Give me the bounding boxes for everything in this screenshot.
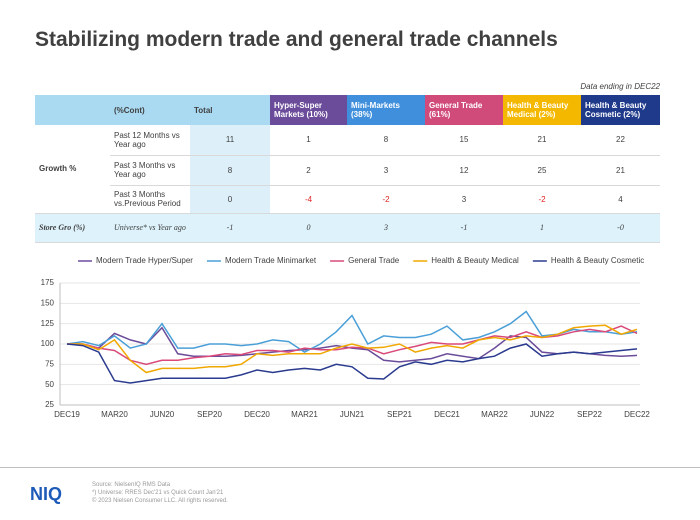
y-tick-label: 100 bbox=[41, 339, 55, 348]
header-cell: Hyper-Super Markets (10%) bbox=[270, 95, 347, 125]
cell: 12 bbox=[425, 155, 503, 186]
x-tick-label: SEP21 bbox=[387, 410, 412, 419]
cell: 0 bbox=[270, 213, 347, 243]
table-row: Past 3 Months vs.Previous Period 0 -4 -2 3 -2… bbox=[35, 185, 660, 214]
group-label: Growth % bbox=[35, 125, 110, 214]
summary-table: (%Cont) Total Hyper-Super Markets (10%) … bbox=[35, 95, 660, 243]
header-cell bbox=[35, 95, 110, 125]
y-tick-label: 125 bbox=[41, 319, 55, 328]
cell: 8 bbox=[347, 125, 425, 156]
note: Data ending in DEC22 bbox=[580, 82, 660, 91]
series-line bbox=[66, 310, 638, 353]
x-tick-label: SEP20 bbox=[197, 410, 222, 419]
store-row: Store Gro (%) Universe* vs Year ago -1 0 3 -1… bbox=[35, 213, 660, 243]
legend-label: Health & Beauty Cosmetic bbox=[551, 256, 644, 265]
header-cell: Total bbox=[190, 95, 270, 125]
legend-label: Health & Beauty Medical bbox=[431, 256, 519, 265]
x-tick-label: MAR21 bbox=[291, 410, 318, 419]
x-tick-label: DEC20 bbox=[244, 410, 270, 419]
table-body: Growth % Past 12 Months vs Year ago 11 1 8 15… bbox=[35, 125, 660, 243]
header-cell: Mini-Markets (38%) bbox=[347, 95, 425, 125]
source-line: © 2023 Nielsen Consumer LLC. All rights … bbox=[92, 498, 228, 504]
series-line bbox=[67, 325, 638, 366]
cell: 11 bbox=[190, 125, 270, 156]
legend-label: Modern Trade Hyper/Super bbox=[96, 256, 193, 265]
series-line bbox=[67, 326, 638, 363]
cell: -0 bbox=[581, 213, 660, 243]
cell: 3 bbox=[425, 185, 503, 214]
cell: 2 bbox=[270, 155, 347, 186]
source-line: *) Universe: RRES Dec'21 vs Quick Count … bbox=[92, 490, 224, 496]
header-cell: Health & Beauty Medical (2%) bbox=[503, 95, 581, 125]
series-line bbox=[67, 324, 638, 374]
header-cell: General Trade (61%) bbox=[425, 95, 503, 125]
x-tick-label: JUN21 bbox=[340, 410, 365, 419]
cell: 25 bbox=[503, 155, 581, 186]
x-tick-label: MAR20 bbox=[101, 410, 128, 419]
cell: 15 bbox=[425, 125, 503, 156]
cell: -1 bbox=[190, 213, 270, 243]
y-tick-label: 150 bbox=[41, 298, 55, 307]
row-label: Store Gro (%) bbox=[35, 213, 110, 243]
y-tick-label: 75 bbox=[45, 359, 54, 368]
cell: 1 bbox=[503, 213, 581, 243]
x-tick-label: DEC22 bbox=[624, 410, 650, 419]
cell: -4 bbox=[270, 185, 347, 214]
header-cell: Health & Beauty Cosmetic (2%) bbox=[581, 95, 660, 125]
x-tick-label: DEC21 bbox=[434, 410, 460, 419]
source-line: Source: NielsenIQ RMS Data bbox=[92, 482, 171, 488]
cell: -2 bbox=[503, 185, 581, 214]
series-line bbox=[66, 343, 638, 384]
cell: 3 bbox=[347, 213, 425, 243]
cell: 3 bbox=[347, 155, 425, 186]
row-sublabel: Universe* vs Year ago bbox=[110, 213, 190, 243]
y-tick-label: 175 bbox=[41, 278, 55, 287]
x-tick-label: MAR22 bbox=[481, 410, 508, 419]
cell: -1 bbox=[425, 213, 503, 243]
x-tick-label: SEP22 bbox=[577, 410, 602, 419]
source: Source: NielsenIQ RMS Data *) Universe: … bbox=[92, 481, 228, 505]
cell: 22 bbox=[581, 125, 660, 156]
cell: 21 bbox=[503, 125, 581, 156]
row-label: Past 3 Months vs.Previous Period bbox=[110, 185, 190, 214]
legend-label: Modern Trade Minimarket bbox=[225, 256, 317, 265]
footer: NIQ Source: NielsenIQ RMS Data *) Univer… bbox=[0, 467, 700, 504]
cell: 21 bbox=[581, 155, 660, 186]
y-tick-label: 25 bbox=[45, 400, 54, 409]
table-row: Growth % Past 12 Months vs Year ago 11 1 8 15… bbox=[35, 125, 660, 214]
x-tick-label: JUN22 bbox=[530, 410, 555, 419]
row-label: Past 12 Months vs Year ago bbox=[110, 125, 190, 156]
cell: 4 bbox=[581, 185, 660, 214]
y-tick-label: 50 bbox=[45, 380, 54, 389]
header-row: (%Cont) Total Hyper-Super Markets (10%) … bbox=[35, 95, 660, 125]
legend-label: General Trade bbox=[348, 256, 400, 265]
row-label: Past 3 Months vs Year ago bbox=[110, 155, 190, 186]
cell: 1 bbox=[270, 125, 347, 156]
cell: 8 bbox=[190, 155, 270, 186]
chart: 25 50 75 100 125 150 175 DEC19 MAR20 JUN20 SEP20 DE… bbox=[41, 256, 651, 419]
x-tick-label: DEC19 bbox=[54, 410, 80, 419]
x-tick-label: JUN20 bbox=[150, 410, 175, 419]
table-row: Past 3 Months vs Year ago 8 2 3 12 25 21 bbox=[35, 155, 660, 186]
cell: 0 bbox=[190, 185, 270, 214]
header-cell: (%Cont) bbox=[110, 95, 190, 125]
cell: -2 bbox=[347, 185, 425, 214]
title: Stabilizing modern trade and general tra… bbox=[35, 28, 558, 51]
logo: NIQ bbox=[30, 484, 63, 504]
